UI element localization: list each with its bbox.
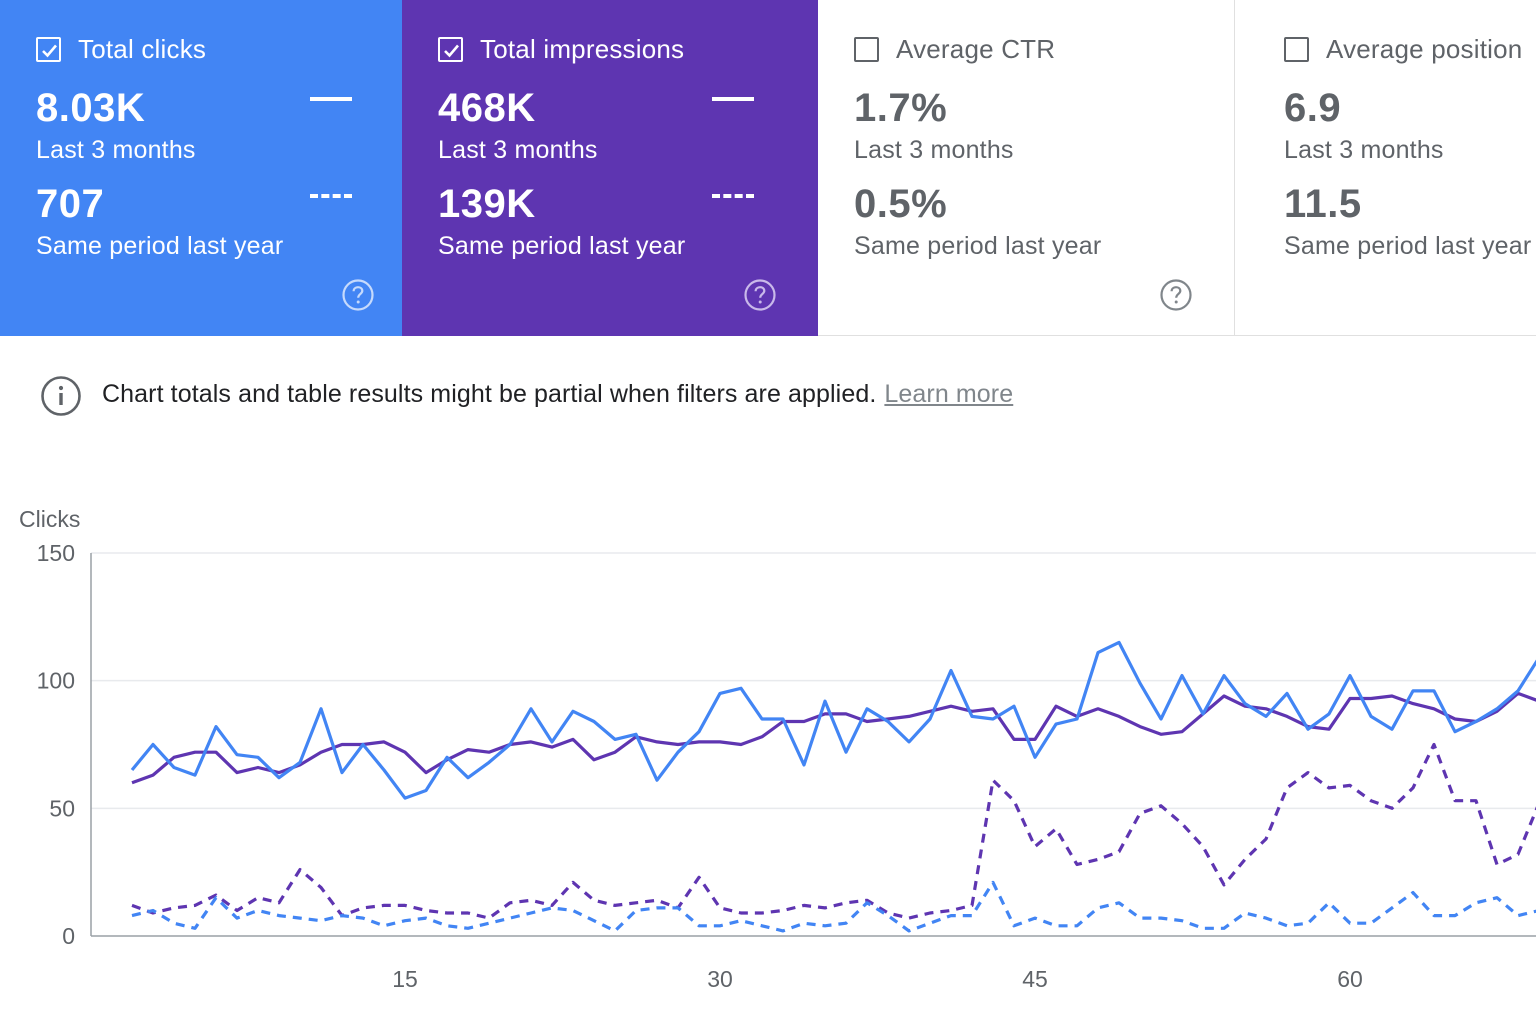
metric-compare-value: 139K: [438, 182, 536, 226]
metric-period: Last 3 months: [36, 136, 196, 164]
metric-compare-value: 11.5: [1284, 182, 1362, 226]
checkbox-unchecked-icon[interactable]: [1284, 37, 1309, 62]
metric-value: 8.03K: [36, 86, 146, 130]
metric-card-average-position[interactable]: Average position 6.9 Last 3 months 11.5 …: [1234, 0, 1536, 336]
metric-compare-period: Same period last year: [438, 232, 686, 260]
metric-compare-period: Same period last year: [36, 232, 284, 260]
metric-compare-value: 0.5%: [854, 182, 948, 226]
clicks-line-chart: Clicks 0 50 100 150 15 30 45 60: [19, 506, 1536, 992]
metric-period: Last 3 months: [438, 136, 598, 164]
dashed-line-legend-icon: [712, 194, 754, 198]
series-line-clicks-current: [130, 640, 1536, 800]
x-tick-label: 30: [707, 966, 733, 992]
y-tick-label: 100: [37, 668, 75, 694]
solid-line-legend-icon: [310, 97, 352, 101]
metric-period: Last 3 months: [854, 136, 1014, 164]
y-tick-label: 150: [37, 540, 75, 566]
metric-compare-period: Same period last year: [1284, 232, 1532, 260]
notice-text: Chart totals and table results might be …: [102, 380, 877, 408]
metric-card-total-impressions[interactable]: Total impressions 468K Last 3 months 139…: [402, 0, 818, 336]
checkbox-unchecked-icon[interactable]: [854, 37, 879, 62]
x-tick-label: 45: [1022, 966, 1048, 992]
checkbox-checked-icon[interactable]: [36, 37, 61, 62]
solid-line-legend-icon: [712, 97, 754, 101]
y-tick-label: 50: [49, 795, 75, 821]
dashed-line-legend-icon: [310, 194, 352, 198]
checkbox-checked-icon[interactable]: [438, 37, 463, 62]
help-icon[interactable]: [743, 278, 777, 317]
metric-title: Total clicks: [78, 34, 207, 64]
metric-compare-period: Same period last year: [854, 232, 1102, 260]
metric-card-total-clicks[interactable]: Total clicks 8.03K Last 3 months 707 Sam…: [0, 0, 402, 336]
help-icon[interactable]: [341, 278, 375, 317]
learn-more-link[interactable]: Learn more: [884, 380, 1014, 408]
metric-compare-value: 707: [36, 182, 105, 226]
x-tick-label: 15: [392, 966, 418, 992]
metric-value: 468K: [438, 86, 536, 130]
cards-divider: [818, 335, 1536, 336]
metric-value: 6.9: [1284, 86, 1342, 130]
metric-card-average-ctr[interactable]: Average CTR 1.7% Last 3 months 0.5% Same…: [818, 0, 1234, 336]
metric-value: 1.7%: [854, 86, 948, 130]
series-line-impressions-last-year: [131, 742, 1536, 920]
y-tick-label: 0: [62, 923, 75, 949]
metric-cards: Total clicks 8.03K Last 3 months 707 Sam…: [0, 0, 1536, 336]
help-icon[interactable]: [1159, 278, 1193, 317]
metric-title: Average CTR: [896, 34, 1056, 64]
info-icon: [40, 376, 82, 416]
metric-title: Average position: [1326, 34, 1523, 64]
x-tick-label: 60: [1337, 966, 1363, 992]
metric-title: Total impressions: [480, 34, 685, 64]
y-axis-title: Clicks: [19, 506, 80, 532]
metric-period: Last 3 months: [1284, 136, 1444, 164]
